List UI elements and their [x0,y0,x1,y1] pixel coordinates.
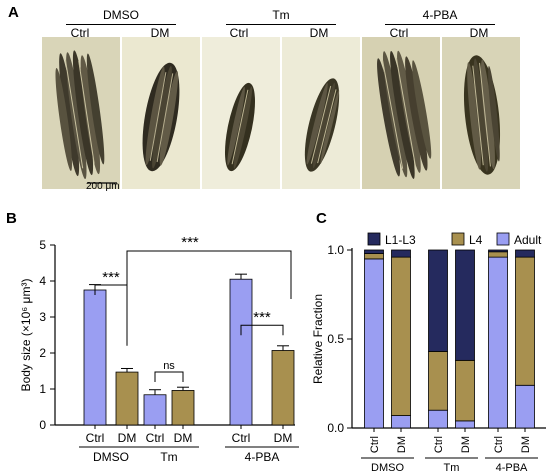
y-tick-label: 3 [39,310,46,324]
stacked-segment-l1-l3 [428,249,448,352]
stacked-segment-adult [428,409,448,429]
group-label: DMSO [93,450,129,464]
group-bracket-tm [226,24,336,25]
worm-photo-dmso-ctrl [42,37,120,189]
y-tick-label: 0.0 [327,421,344,435]
bar [115,371,139,426]
group-label: DMSO [371,462,404,474]
photo-label-dmso-dm: DM [150,26,170,40]
photo-label-tm-dm: DM [309,26,329,40]
sig-bracket-dm-cross [126,250,292,346]
stacked-segment-l4 [455,359,475,422]
group-label-tm: Tm [272,8,290,22]
group-bracket-4pba [385,24,495,25]
legend-label: L4 [469,233,483,247]
x-tick-label: Ctrl [146,431,165,445]
stacked-segment-l1-l3 [515,249,535,258]
sig-bracket-4pba [240,324,284,336]
y-axis-title: Body size (×10⁶ μm³) [19,279,33,392]
y-tick-label: 1.0 [327,243,344,257]
stacked-segment-adult [364,258,384,429]
legend-label: L1-L3 [385,233,416,247]
stacked-segment-l1-l3 [391,249,411,258]
sig-bracket-4pba-label: *** [253,309,271,326]
group-bracket-dmso [66,24,176,25]
y-tick-label: 5 [39,238,46,252]
stacked-segment-l4 [428,351,448,411]
y-tick-label: 1 [39,382,46,396]
bar [271,350,295,426]
sig-bracket-dm-cross-label: *** [181,234,199,251]
stage-fraction-stacked-chart: 0.0 0.5 1.0 Relative Fraction Ctrl DM Ctrl DM Ct… [311,232,546,474]
photo-label-dmso-ctrl: Ctrl [70,26,90,40]
stacked-segment-adult [515,384,535,429]
bar [229,278,253,426]
x-tick-label: Ctrl [369,436,381,453]
body-size-bar-chart: 0 1 2 3 4 5 Body size (×10⁶ μm³) Ctrl DM Ctrl DM Ct… [19,234,299,464]
stacked-segment-adult [391,415,411,429]
y-tick-label: 0.5 [327,332,344,346]
group-label-4pba: 4-PBA [422,8,458,22]
photo-label-tm-ctrl: Ctrl [229,26,249,40]
x-tick-label: DM [118,431,137,445]
y-tick-label: 0 [39,418,46,432]
stacked-segment-l4 [391,256,411,416]
stacked-segment-l4 [488,251,508,258]
sig-bracket-tm-label: ns [163,360,175,372]
stacked-segment-adult [455,420,475,429]
stacked-segment-l4 [364,253,384,260]
stacked-segment-l1-l3 [364,249,384,254]
stacked-segment-l1-l3 [455,249,475,361]
legend-label: Adult [514,233,542,247]
legend-swatch [451,232,465,246]
legend-swatch [496,232,510,246]
stacked-segment-adult [488,256,508,429]
x-tick-label: DM [396,436,408,453]
x-tick-label: DM [460,436,472,453]
worm-photo-tm-dm [282,37,360,189]
panel-c-letter: C [316,210,327,227]
group-label: 4-PBA [245,450,280,464]
group-label: 4-PBA [496,462,528,474]
x-tick-label: Ctrl [232,431,251,445]
bar [143,394,167,426]
y-tick-label: 4 [39,274,46,288]
worm-photo-dmso-dm [122,37,200,189]
x-tick-label: Ctrl [433,436,445,453]
x-tick-label: Ctrl [493,436,505,453]
panel-a-letter: A [8,4,19,21]
bar [171,390,195,426]
group-label: Tm [160,450,177,464]
sig-bracket-dmso-label: *** [102,269,120,286]
stacked-segment-l1-l3 [488,249,508,253]
stacked-segment-l4 [515,256,535,386]
panel-b-letter: B [6,210,17,227]
worm-photo-tm-ctrl [202,37,280,189]
group-label-dmso: DMSO [103,8,139,22]
worm-photo-4pba-ctrl [362,37,440,189]
scale-bar-label: 200 μm [86,181,120,192]
photo-label-4pba-ctrl: Ctrl [389,26,409,40]
worm-photo-4pba-dm [442,37,520,189]
bar [83,289,107,426]
photo-label-4pba-dm: DM [469,26,489,40]
y-tick-label: 2 [39,346,46,360]
legend-swatch [367,232,381,246]
x-tick-label: DM [174,431,193,445]
y-axis-title: Relative Fraction [311,294,325,384]
x-tick-label: DM [520,436,532,453]
x-tick-label: Ctrl [86,431,105,445]
sig-bracket-tm [154,371,184,382]
x-tick-label: DM [274,431,293,445]
group-label: Tm [444,462,460,474]
